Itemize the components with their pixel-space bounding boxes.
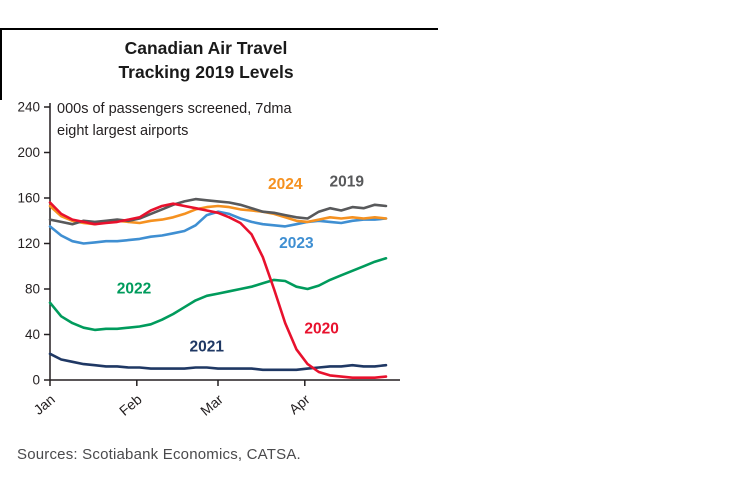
chart-subtitle-line2: eight largest airports [57, 122, 189, 139]
y-tick-label: 160 [17, 191, 40, 206]
y-tick-label: 0 [32, 373, 40, 388]
series-2020-label: 2020 [304, 320, 338, 337]
panel-left-border [0, 28, 2, 100]
x-tick-label: Apr [286, 391, 313, 417]
y-tick-label: 120 [17, 236, 40, 251]
line-chart: 0 40 80 120 160 200 240 Jan Feb Mar Apr 2021 2022 202… [17, 100, 400, 419]
series-2020-line [48, 201, 388, 380]
panel-top-border [0, 28, 438, 30]
chart-subtitle-line1: 000s of passengers screened, 7dma [57, 101, 292, 117]
y-tick-label: 80 [25, 282, 40, 297]
series-2019-line [48, 197, 388, 226]
x-tick-label: Feb [116, 391, 145, 419]
series-2021-label: 2021 [190, 339, 225, 356]
chart-subtitle: 000s of passengers screened, 7dma eight … [57, 99, 292, 143]
source-note: Sources: Scotiabank Economics, CATSA. [17, 446, 301, 463]
series-2024-label: 2024 [268, 176, 303, 193]
series-2022-label: 2022 [117, 281, 151, 298]
series-2023-label: 2023 [279, 235, 314, 252]
y-tick-label: 40 [25, 327, 40, 342]
series-2021-line [48, 352, 388, 372]
x-tick-label: Jan [30, 391, 58, 418]
x-tick-label: Mar [197, 391, 226, 419]
chart-title-line1: Canadian Air Travel [124, 38, 288, 58]
chart-title: Canadian Air Travel Tracking 2019 Levels [0, 37, 412, 84]
y-tick-label: 240 [17, 100, 40, 115]
y-tick-label: 200 [17, 145, 40, 160]
series-2019-label: 2019 [330, 174, 365, 191]
series-2023-line [48, 210, 388, 245]
chart-title-line2: Tracking 2019 Levels [118, 61, 294, 82]
series-2022-line [48, 257, 388, 332]
